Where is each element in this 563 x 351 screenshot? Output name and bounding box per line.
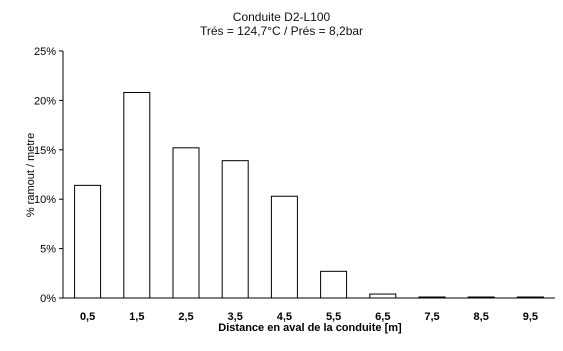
x-tick-label: 3,5 [228, 311, 243, 323]
bar [123, 91, 151, 299]
x-tick-label: 5,5 [326, 311, 341, 323]
y-tick-label: 20% [34, 95, 56, 107]
chart-subtitle: Trés = 124,7°C / Prés = 8,2bar [199, 24, 364, 38]
bar [221, 160, 249, 299]
x-tick-label: 2,5 [178, 311, 193, 323]
bar [418, 296, 446, 299]
y-axis-label: % ramout / metre [25, 133, 37, 217]
x-tick-label: 0,5 [80, 311, 95, 323]
bar [369, 293, 397, 299]
y-tick-label: 15% [34, 145, 56, 157]
x-tick-label: 8,5 [474, 311, 489, 323]
x-tick-label: 9,5 [523, 311, 538, 323]
chart-title: Conduite D2-L100 [232, 10, 331, 24]
bar [74, 184, 102, 299]
x-axis: 0,5 1,5 2,5 3,5 4,5 5,5 6,5 7,5 8,5 9,5 [63, 297, 555, 323]
y-tick-label: 10% [34, 194, 56, 206]
y-axis: 0% 5% 10% 15% 20% 25% [34, 46, 64, 305]
bar [320, 270, 348, 299]
x-tick-label: 4,5 [277, 311, 292, 323]
y-tick-label: 5% [40, 244, 56, 256]
x-tick-label: 7,5 [424, 311, 439, 323]
bars [74, 91, 544, 299]
x-tick-label: 6,5 [375, 311, 390, 323]
y-tick-label: 0% [40, 293, 56, 305]
bar [516, 296, 544, 299]
y-tick-label: 25% [34, 46, 56, 58]
bar [172, 147, 200, 299]
x-axis-label: Distance en aval de la conduite [m] [218, 322, 402, 334]
bar [467, 296, 495, 299]
x-tick-label: 1,5 [129, 311, 144, 323]
bar [270, 195, 298, 299]
